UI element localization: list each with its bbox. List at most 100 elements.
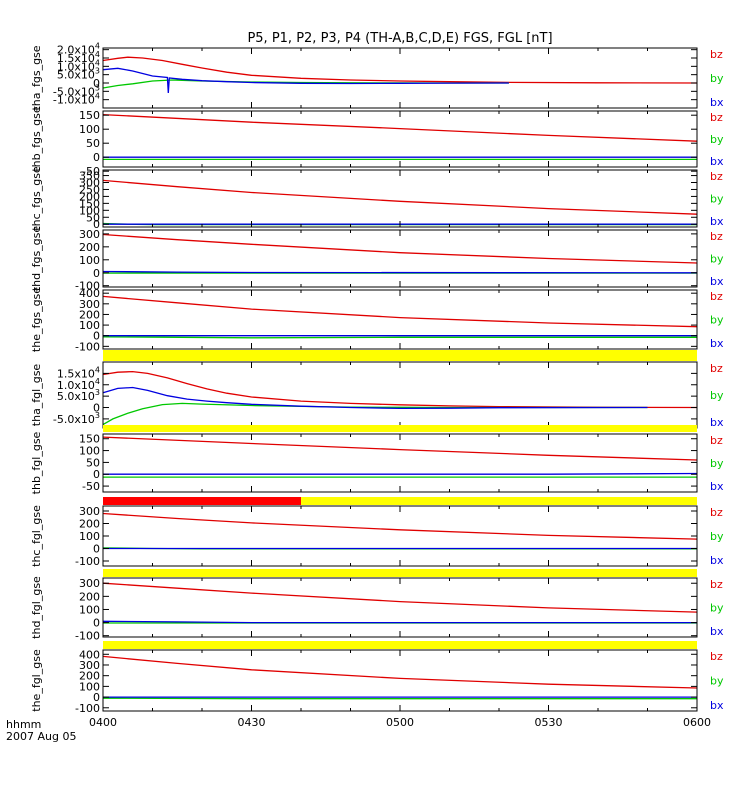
panel-ylabel: thc_fgl_gse [30,505,43,567]
legend-bz: bz [710,170,723,183]
y-tick-label: 300 [79,577,100,590]
panel-ylabel: thd_fgl_gse [30,576,43,639]
y-tick-label: 200 [79,190,100,203]
series-line-bz [102,370,698,409]
panel-stack: 2.0x1041.5x1041.0x1045.0x1030-5.0x103-1.… [30,42,724,729]
series-line-by [102,697,697,700]
y-tick-label: 300 [79,659,100,672]
x-tick-label: 0400 [89,716,117,729]
legend-bz: bz [710,48,723,61]
y-tick-label: 100 [79,254,100,267]
legend-by: by [710,72,724,85]
y-tick-label: 0 [93,151,100,164]
y-tick-label: 5.0x103 [57,67,100,82]
panel-tha_fgs: 2.0x1041.5x1041.0x1045.0x1030-5.0x103-1.… [30,42,724,111]
y-tick-label: -5.0x103 [53,83,100,98]
legend-bx: bx [710,554,724,567]
y-tick-label: 300 [79,298,100,311]
legend-bx: bx [710,275,724,288]
legend-bz: bz [710,362,723,375]
y-tick-label: -5.0x103 [53,411,100,426]
panel-ylabel: the_fgl_gse [30,649,43,712]
panel-ylabel: the_fgs_gse [30,287,43,352]
series-line-bz [102,512,698,540]
series-line-bz [102,179,698,215]
y-tick-label: 1.0x104 [57,58,100,73]
legend-bz: bz [710,506,723,519]
x-tick-label: 0430 [238,716,266,729]
y-tick-label: 150 [79,197,100,210]
legend-bz: bz [710,434,723,447]
y-tick-label: 5.0x103 [57,388,100,403]
legend-by: by [710,602,724,615]
y-tick-label: 0 [93,267,100,280]
x-tick-label: 0530 [535,716,563,729]
y-tick-label: 2.0x104 [57,42,100,57]
y-tick-label: 200 [79,670,100,683]
y-tick-label: 0 [93,402,100,415]
legend-bz: bz [710,650,723,663]
y-tick-label: -50 [82,480,100,493]
x-tick-label: 0600 [683,716,711,729]
y-tick-label: -100 [75,340,100,353]
flag-bar-segment [103,497,301,505]
y-tick-label: 0 [93,77,100,90]
legend-bx: bx [710,625,724,638]
y-tick-label: 50 [86,137,100,150]
legend-bx: bx [710,416,724,429]
y-tick-label: 300 [79,505,100,518]
series-line-bx [103,472,698,475]
legend-bz: bz [710,578,723,591]
y-tick-label: 300 [79,228,100,241]
panel-frame [102,577,698,638]
legend-by: by [710,530,724,543]
panel-ylabel: tha_fgl_gse [30,364,43,427]
series-line-bx [102,620,697,624]
series-line-bz [102,582,698,613]
y-tick-label: 0 [93,468,100,481]
y-tick-label: -1.0x104 [53,92,100,107]
legend-by: by [710,389,724,402]
series-line-bz [102,436,698,461]
panel-frame [102,361,698,429]
series-line-bx [102,386,648,410]
y-tick-label: 200 [79,241,100,254]
legend-bx: bx [710,480,724,493]
panel-frame [102,433,698,493]
time-axis-unit: hhmm [6,718,41,731]
panel-frame [102,229,698,288]
y-tick-label: 300 [79,177,100,190]
y-tick-label: 200 [79,590,100,603]
panel-ylabel: thd_fgs_gse [30,226,43,292]
y-tick-label: 250 [79,183,100,196]
legend-by: by [710,133,724,146]
flag-bar-segment [301,497,697,505]
y-tick-label: 100 [79,319,100,332]
y-tick-label: 400 [79,287,100,300]
y-tick-label: -100 [75,630,100,643]
y-tick-label: 1.0x104 [57,377,100,392]
y-tick-label: 0 [93,218,100,231]
legend-bz: bz [710,230,723,243]
y-tick-label: 0 [93,543,100,556]
y-tick-label: 0 [93,617,100,630]
series-line-bx [102,270,698,274]
y-tick-label: 100 [79,680,100,693]
y-tick-label: 150 [79,433,100,446]
legend-bx: bx [710,155,724,168]
y-tick-label: 150 [79,109,100,122]
y-tick-label: 100 [79,530,100,543]
y-tick-label: 350 [79,170,100,183]
legend-bz: bz [710,290,723,303]
y-tick-label: 0 [93,330,100,343]
legend-bx: bx [710,96,724,109]
y-tick-label: 0 [93,691,100,704]
y-tick-label: 100 [79,445,100,458]
panel-ylabel: thb_fgl_gse [30,431,43,494]
